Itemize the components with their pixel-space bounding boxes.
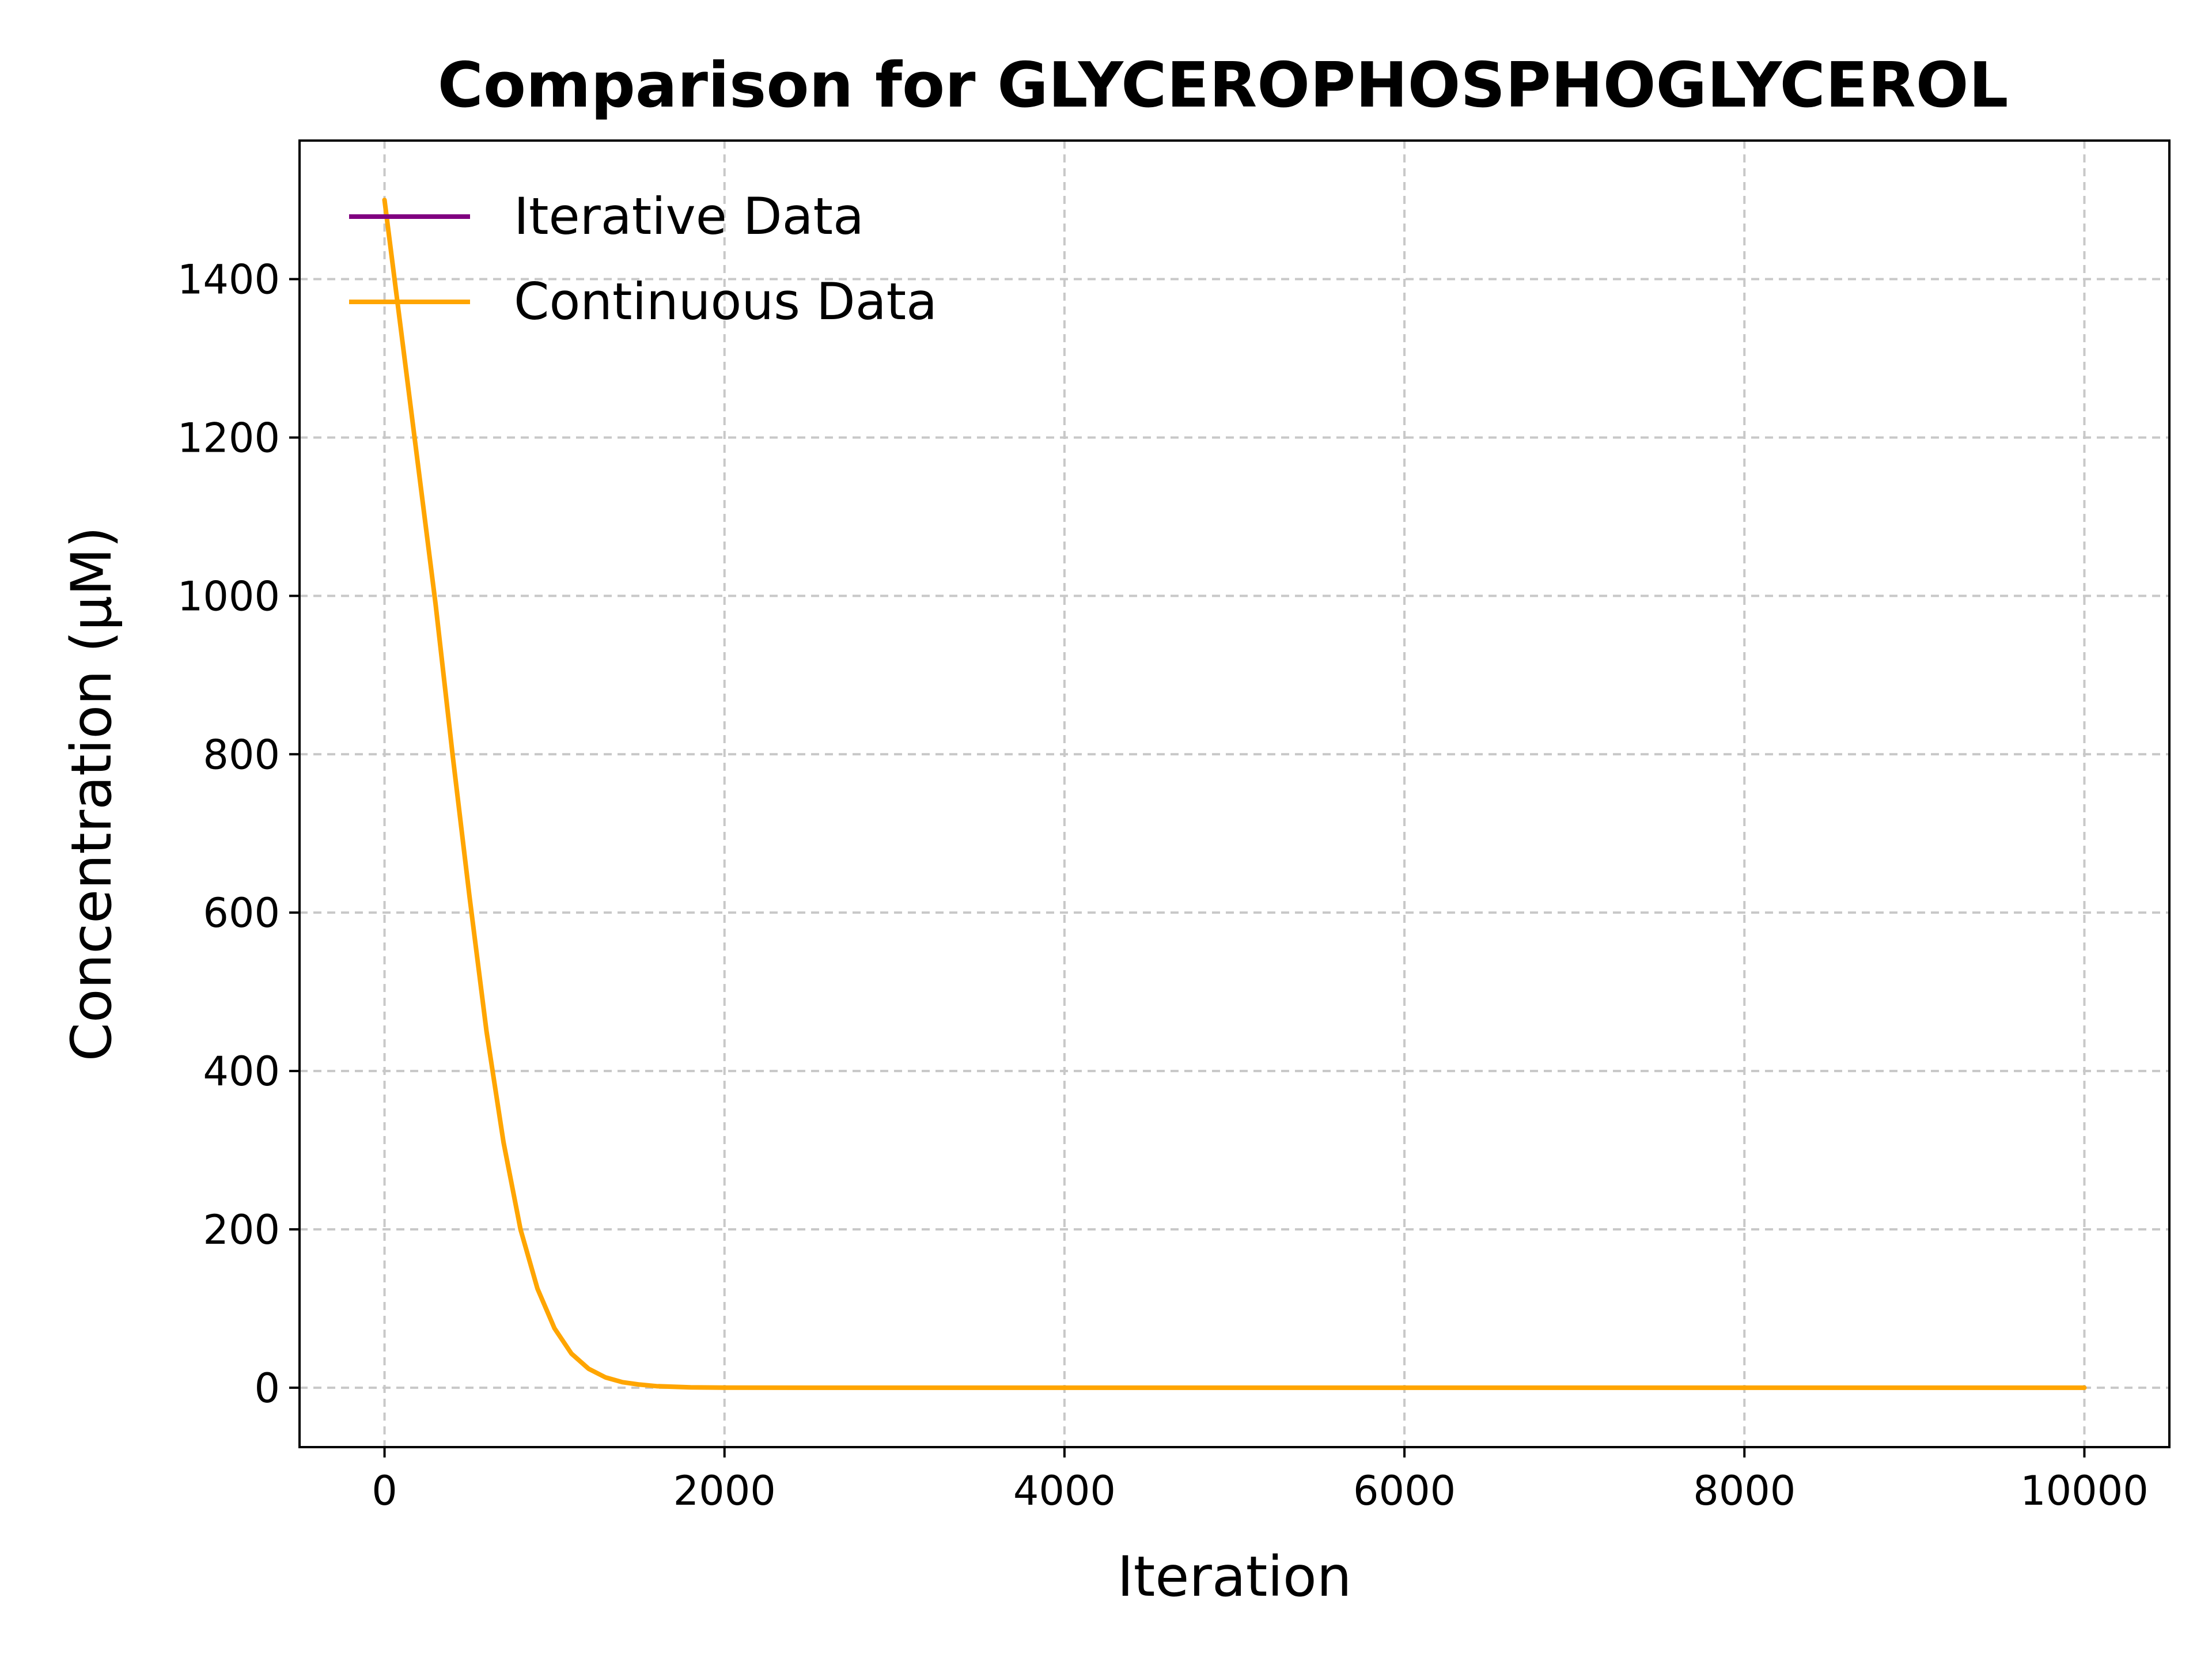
series-line-1 [382,198,2087,1390]
x-axis-label: Iteration [1117,1544,1351,1609]
y-tick-label: 800 [203,731,280,778]
y-tick-label: 200 [203,1206,280,1254]
y-tick-label: 600 [203,889,280,937]
y-axis-ticks: 0 200 400 600 800 1000 1200 1400 [177,256,300,1412]
legend-label-continuous-data: Continuous Data [514,272,937,331]
y-tick-label: 1000 [177,573,280,620]
y-tick-label: 400 [203,1048,280,1095]
x-tick-label: 2000 [673,1467,776,1515]
series-lines [382,198,2087,1390]
x-axis-ticks: 0 2000 4000 6000 8000 10000 [372,1447,2149,1515]
chart-title: Comparison for GLYCEROPHOSPHOGLYCEROL [438,50,2009,122]
x-tick-label: 10000 [2020,1467,2149,1515]
y-tick-label: 1400 [177,256,280,304]
y-tick-label: 1200 [177,414,280,461]
x-tick-label: 4000 [1013,1467,1116,1515]
legend-label-iterative-data: Iterative Data [514,187,864,246]
plot-frame [298,139,2171,1448]
y-tick-label: 0 [254,1365,280,1412]
x-tick-label: 8000 [1693,1467,1796,1515]
y-axis-label: Concentration (μM) [59,527,124,1061]
x-tick-label: 6000 [1353,1467,1456,1515]
legend: Iterative Data Continuous Data [349,187,937,331]
grid [300,141,2169,1447]
x-tick-label: 0 [372,1467,397,1515]
